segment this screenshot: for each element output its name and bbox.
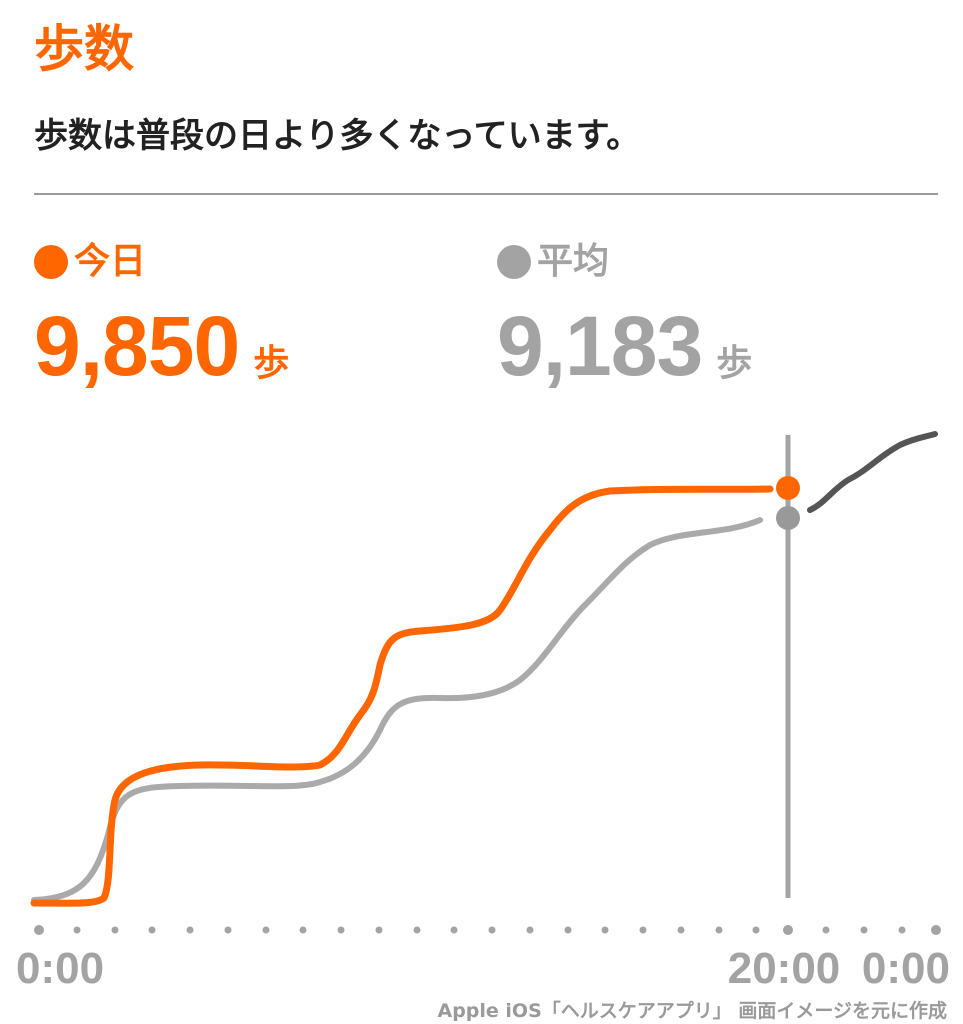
x-tick-label: 0:00 xyxy=(16,944,104,993)
average-step-count: 9,183 xyxy=(497,299,703,393)
source-credit: Apple iOS「ヘルスケアアプリ」 画面イメージを元に作成 xyxy=(437,1000,947,1022)
x-tick-label: 20:00 xyxy=(728,944,841,993)
today-label-row: 今日 xyxy=(34,244,289,280)
average-label: 平均 xyxy=(537,241,610,282)
step-chart: 0:00 20:00 0:00 xyxy=(16,431,950,993)
time-axis-dots xyxy=(34,925,941,935)
average-current-point xyxy=(776,506,800,530)
today-current-point xyxy=(776,476,800,500)
today-value-row: 9,850 歩 xyxy=(34,304,289,388)
average-steps-projection-line xyxy=(807,431,938,513)
status-message: 歩数は普段の日より多くなっています。 xyxy=(34,116,641,156)
x-tick-label: 0:00 xyxy=(862,944,950,993)
average-value-row: 9,183 歩 xyxy=(497,304,752,388)
today-steps-line xyxy=(30,485,774,907)
today-step-unit: 歩 xyxy=(253,343,290,384)
divider xyxy=(34,193,938,195)
page-title: 歩数 xyxy=(34,20,134,78)
average-stat: 平均 9,183 歩 xyxy=(497,244,752,388)
average-label-row: 平均 xyxy=(497,244,752,280)
average-step-unit: 歩 xyxy=(716,343,753,384)
today-label: 今日 xyxy=(74,241,147,282)
today-stat: 今日 9,850 歩 xyxy=(34,244,289,388)
average-steps-line xyxy=(31,517,763,903)
today-step-count: 9,850 xyxy=(34,299,240,393)
average-legend-dot-icon xyxy=(497,245,531,279)
today-legend-dot-icon xyxy=(34,245,68,279)
